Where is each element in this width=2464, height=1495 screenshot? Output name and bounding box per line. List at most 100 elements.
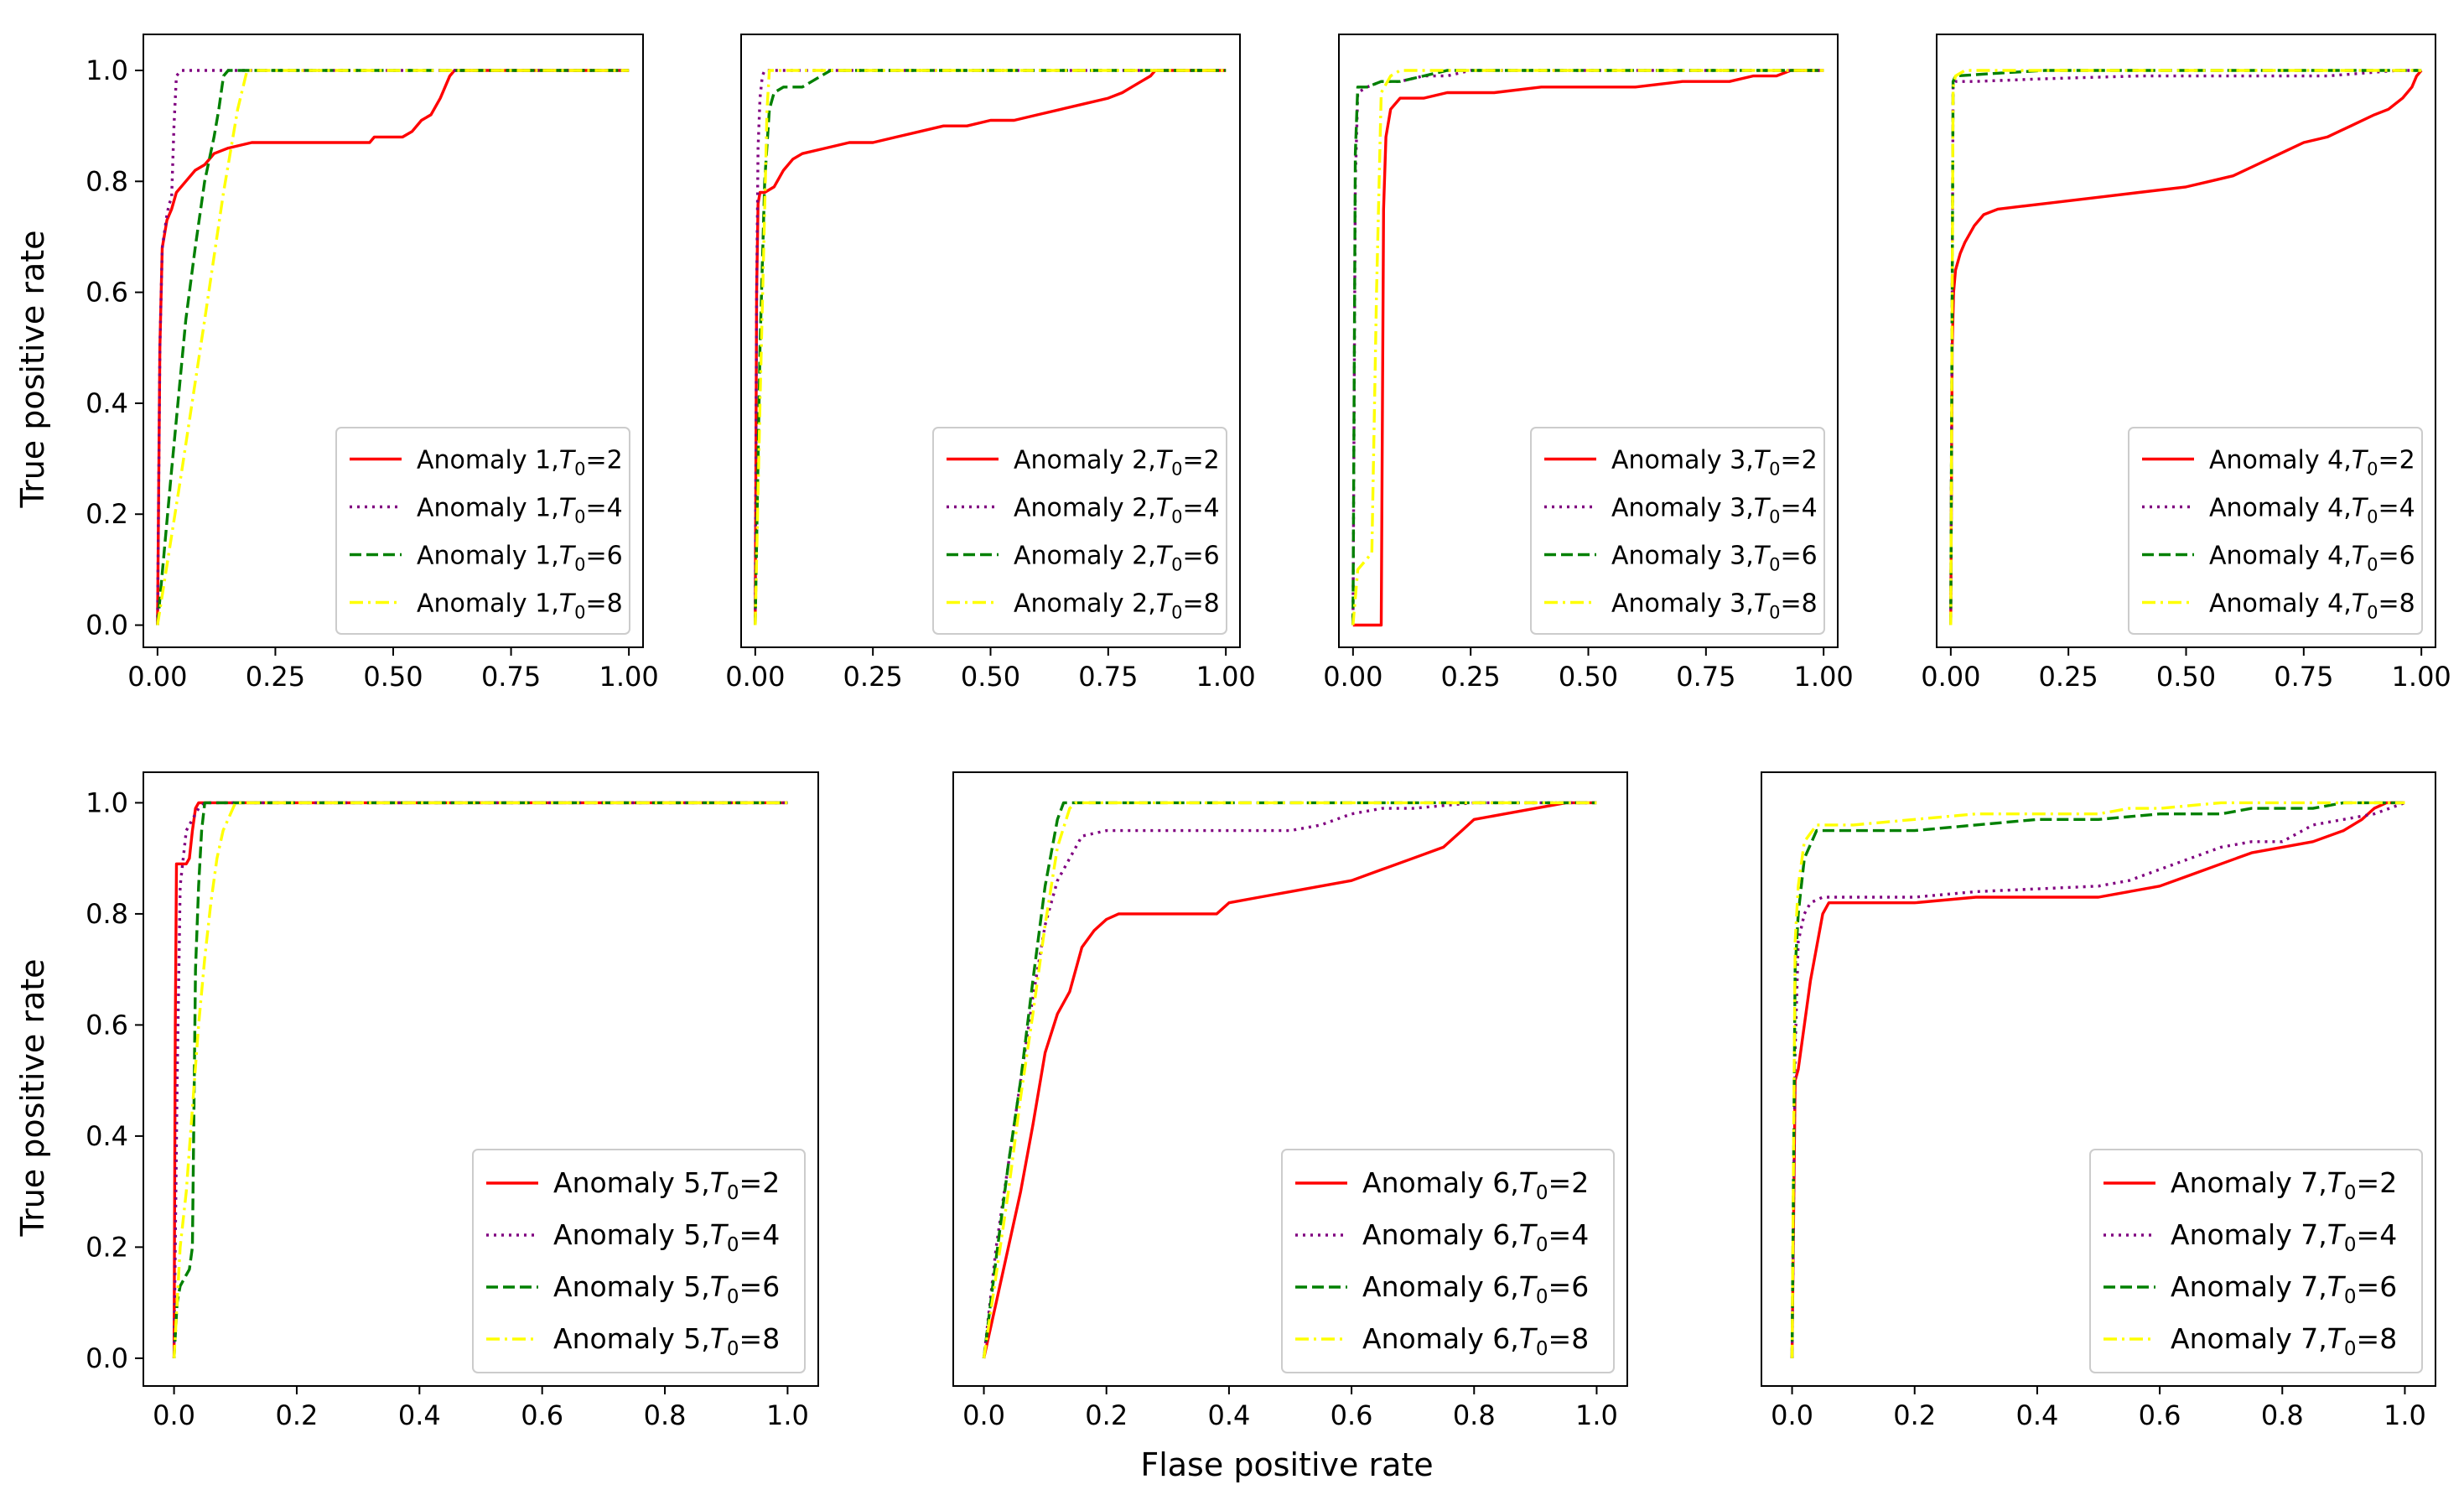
legend-label: Anomaly 7,T0=8 — [2171, 1322, 2397, 1360]
series-line-4-1 — [1949, 69, 2423, 626]
legend-box — [2128, 427, 2423, 635]
series-line-6-4 — [982, 801, 1597, 1359]
series-line-7-2 — [1790, 801, 2406, 1358]
legend: Anomaly 5,T0=2 Anomaly 5,T0=4 Anomaly 5,T0… — [472, 1149, 806, 1373]
series-line-4-2 — [1949, 69, 2422, 626]
legend-label: Anomaly 5,T0=8 — [553, 1322, 780, 1360]
x-tick-label: 0.25 — [246, 661, 305, 693]
y-axis-label-bottom: True positive rate — [14, 958, 51, 1237]
legend-label: Anomaly 3,T0=2 — [1611, 446, 1818, 480]
x-tick-label: 0.4 — [1207, 1399, 1250, 1431]
x-tick-label: 0.6 — [2139, 1399, 2181, 1431]
legend-box — [1530, 427, 1825, 635]
legend-label: Anomaly 5,T0=4 — [553, 1218, 780, 1256]
axes-frame — [1761, 771, 2436, 1387]
legend-label: Anomaly 1,T0=8 — [417, 589, 623, 623]
axes-frame — [952, 771, 1628, 1387]
legend-box — [2089, 1149, 2423, 1373]
series-line-4-4 — [1949, 69, 2422, 626]
legend-label: Anomaly 7,T0=2 — [2171, 1166, 2397, 1204]
x-tick-label: 0.00 — [1323, 661, 1382, 693]
legend-label: Anomaly 2,T0=2 — [1014, 446, 1220, 480]
legend: Anomaly 6,T0=2 Anomaly 6,T0=4 Anomaly 6,T0… — [1281, 1149, 1615, 1373]
legend-label: Anomaly 2,T0=6 — [1014, 542, 1220, 575]
x-axis-label: Flase positive rate — [1140, 1446, 1433, 1483]
x-tick-label: 1.0 — [766, 1399, 809, 1431]
x-tick-label: 0.75 — [1078, 661, 1138, 693]
legend: Anomaly 4,T0=2 Anomaly 4,T0=4 Anomaly 4,T0… — [2128, 427, 2423, 635]
legend-box — [335, 427, 630, 635]
legend-label: Anomaly 4,T0=6 — [2209, 542, 2415, 575]
x-tick-label: 0.50 — [2156, 661, 2216, 693]
x-tick-label: 0.00 — [127, 661, 187, 693]
series-line-6-2 — [982, 801, 1597, 1359]
x-tick-label: 0.0 — [1771, 1399, 1813, 1431]
legend-label: Anomaly 5,T0=2 — [553, 1166, 780, 1204]
x-tick-label: 1.00 — [2392, 661, 2451, 693]
y-tick-label: 0.4 — [86, 1120, 128, 1152]
legend-label: Anomaly 6,T0=8 — [1362, 1322, 1589, 1360]
series-line-3-4 — [1351, 69, 1824, 626]
series-line-3-1 — [1352, 69, 1824, 627]
x-tick-label: 0.75 — [1676, 661, 1735, 693]
legend-label: Anomaly 4,T0=4 — [2209, 494, 2415, 527]
legend-label: Anomaly 6,T0=4 — [1362, 1218, 1589, 1256]
legend-label: Anomaly 1,T0=2 — [417, 446, 623, 480]
x-tick-label: 0.25 — [2039, 661, 2098, 693]
x-tick-label: 0.2 — [276, 1399, 319, 1431]
series-line-6-1 — [982, 801, 1597, 1359]
legend: Anomaly 1,T0=2 Anomaly 1,T0=4 Anomaly 1,T0… — [335, 427, 630, 635]
series-line-2-1 — [754, 69, 1227, 626]
y-tick-label: 0.8 — [86, 898, 128, 930]
x-tick-label: 0.50 — [961, 661, 1020, 693]
x-tick-label: 1.00 — [599, 661, 659, 693]
x-tick-label: 0.2 — [1085, 1399, 1128, 1431]
x-tick-label: 0.0 — [153, 1399, 195, 1431]
legend-label: Anomaly 3,T0=6 — [1611, 542, 1818, 575]
legend-box — [1281, 1149, 1615, 1373]
x-tick-label: 0.75 — [481, 661, 541, 693]
y-tick-label: 0.8 — [86, 165, 128, 197]
x-tick-label: 0.6 — [1331, 1399, 1373, 1431]
legend-label: Anomaly 4,T0=8 — [2209, 589, 2415, 623]
x-tick-label: 0.25 — [843, 661, 903, 693]
series-line-6-3 — [982, 801, 1597, 1359]
legend-label: Anomaly 5,T0=6 — [553, 1270, 780, 1308]
series-line-5-4 — [172, 801, 788, 1358]
axes-frame — [143, 771, 819, 1387]
x-tick-label: 0.50 — [363, 661, 423, 693]
legend-label: Anomaly 7,T0=6 — [2171, 1270, 2397, 1308]
y-tick-label: 0.6 — [86, 277, 128, 309]
roc-panel-1: 0.00 0.25 0.50 0.75 1.00 0.0 0.2 0.4 0.6 0.8 1.0 An… — [86, 34, 659, 693]
x-tick-label: 0.50 — [1559, 661, 1618, 693]
x-tick-label: 0.4 — [398, 1399, 441, 1431]
x-tick-label: 0.75 — [2274, 661, 2333, 693]
legend-label: Anomaly 3,T0=8 — [1611, 589, 1818, 623]
series-line-1-3 — [156, 69, 630, 626]
y-tick-label: 0.0 — [86, 610, 128, 641]
series-line-7-1 — [1790, 801, 2405, 1358]
legend-label: Anomaly 1,T0=4 — [417, 494, 623, 527]
legend-label: Anomaly 1,T0=6 — [417, 542, 623, 575]
y-tick-label: 0.0 — [86, 1342, 128, 1374]
x-tick-label: 0.00 — [1921, 661, 1980, 693]
legend: Anomaly 2,T0=2 Anomaly 2,T0=4 Anomaly 2,T0… — [932, 427, 1227, 635]
legend: Anomaly 7,T0=2 Anomaly 7,T0=4 Anomaly 7,T0… — [2089, 1149, 2423, 1373]
panels: 0.00 0.25 0.50 0.75 1.00 0.0 0.2 0.4 0.6 0.8 1.0 An… — [86, 34, 2451, 1431]
x-tick-label: 0.6 — [521, 1399, 563, 1431]
x-tick-label: 0.4 — [2015, 1399, 2058, 1431]
x-tick-label: 0.8 — [644, 1399, 687, 1431]
legend-box — [472, 1149, 806, 1373]
roc-panel-3: 0.00 0.25 0.50 0.75 1.00 Anomaly 3,T0=2 Anomal… — [1323, 34, 1854, 693]
x-tick-label: 0.8 — [1453, 1399, 1496, 1431]
legend-label: Anomaly 6,T0=2 — [1362, 1166, 1589, 1204]
legend-label: Anomaly 4,T0=2 — [2209, 446, 2415, 480]
x-tick-label: 1.0 — [1575, 1399, 1618, 1431]
x-tick-label: 0.25 — [1441, 661, 1501, 693]
x-tick-label: 1.00 — [1794, 661, 1854, 693]
